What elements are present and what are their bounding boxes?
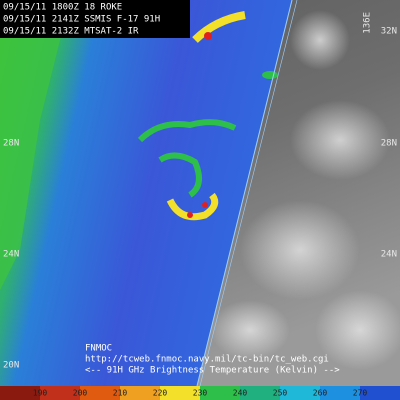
- land-area: [0, 0, 70, 290]
- header-line: 09/15/11 2141Z SSMIS F-17 91H: [3, 15, 160, 25]
- footer-url: http://tcweb.fnmoc.navy.mil/tc-bin/tc_we…: [85, 355, 329, 365]
- lat-label: 28N: [381, 139, 397, 149]
- swath-edge: [196, 0, 293, 387]
- colorbar-label: 220: [153, 389, 168, 398]
- colorbar-label: 240: [233, 389, 248, 398]
- colorbar-label: 250: [273, 389, 288, 398]
- colorbar-segment: [240, 386, 281, 400]
- colorbar-segment: [200, 386, 241, 400]
- lat-label: 24N: [3, 250, 19, 260]
- ir-clouds: [210, 10, 400, 370]
- lat-label: 28N: [3, 139, 19, 149]
- colorbar-label: 190: [33, 389, 48, 398]
- colorbar-segment: [280, 386, 321, 400]
- colorbar-segment: [40, 386, 81, 400]
- colorbar: 190 200 210 220 230 240 250 260 270: [0, 386, 400, 400]
- precip-bands: [137, 11, 278, 221]
- colorbar-segment: [320, 386, 361, 400]
- colorbar-label: 270: [353, 389, 368, 398]
- colorbar-segment: [120, 386, 161, 400]
- lat-label: 32N: [381, 27, 397, 37]
- colorbar-label: 260: [313, 389, 328, 398]
- lon-label: 136E: [363, 12, 373, 34]
- colorbar-segment: [80, 386, 121, 400]
- microwave-swath: [0, 0, 292, 386]
- footer-caption: <-- 91H GHz Brightness Temperature (Kelv…: [85, 366, 340, 376]
- lat-label: 20N: [3, 361, 19, 371]
- colorbar-segment: [160, 386, 201, 400]
- colorbar-label: 200: [73, 389, 88, 398]
- footer-source: FNMOC: [85, 344, 112, 354]
- header-line: 09/15/11 1800Z 18 ROKE: [3, 3, 122, 13]
- header-box: [0, 0, 190, 38]
- colorbar-segment: [360, 386, 400, 400]
- header-line: 09/15/11 2132Z MTSAT-2 IR: [3, 27, 139, 37]
- lat-label: 24N: [381, 250, 397, 260]
- colorbar-segment: [0, 386, 41, 400]
- swath-edge: [199, 0, 298, 387]
- colorbar-label: 230: [193, 389, 208, 398]
- colorbar-label: 210: [113, 389, 128, 398]
